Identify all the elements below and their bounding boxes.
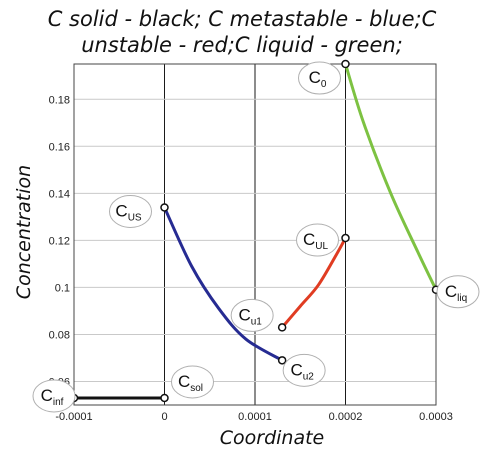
annotation-label: Cliq <box>445 282 467 304</box>
annotation-label: CUL <box>303 230 329 252</box>
annotation-subscript: US <box>128 212 142 223</box>
point-marker-cul <box>341 233 350 243</box>
annotation-base: C <box>178 372 190 391</box>
annotation-c0: C0 <box>298 61 341 95</box>
annotation-subscript: sol <box>190 383 203 394</box>
series-line-2 <box>280 236 347 329</box>
data-series <box>72 62 438 400</box>
annotation-base: C <box>303 230 315 249</box>
annotation-base: C <box>41 386 53 405</box>
x-tick-label: 0.0001 <box>238 411 272 423</box>
annotation-subscript: UL <box>315 241 328 252</box>
annotation-cinf: Cinf <box>32 379 76 413</box>
plot-area-frame <box>73 63 437 406</box>
y-axis-label: Concentration <box>13 165 35 299</box>
series-line-3 <box>344 62 438 292</box>
annotation-bubble <box>230 298 274 332</box>
annotation-bubble <box>171 365 214 399</box>
annotation-base: C <box>445 282 457 301</box>
annotation-bubble <box>298 61 341 95</box>
annotation-cul: CUL <box>296 223 339 257</box>
annotation-label: Cu2 <box>290 360 314 382</box>
point-marker-c0 <box>341 59 350 69</box>
annotation-subscript: liq <box>457 293 467 304</box>
grid <box>73 64 437 405</box>
annotation-subscript: 0 <box>321 79 327 90</box>
y-tick-label: 0.08 <box>49 329 70 341</box>
y-tick-label: 0.18 <box>49 94 70 106</box>
annotation-label: Cinf <box>41 386 64 408</box>
chart-title-line-2: unstable - red;C liquid - green; <box>81 33 403 57</box>
annotation-subscript: inf <box>53 397 64 408</box>
x-tick-label: 0 <box>161 411 167 423</box>
tick-labels: -0.000100.00010.00020.00030.060.080.10.1… <box>49 94 453 423</box>
annotation-bubble <box>109 194 152 228</box>
annotation-subscript: u1 <box>251 316 263 327</box>
point-marker-csol <box>160 393 169 403</box>
y-tick-label: 0.12 <box>49 235 70 247</box>
x-tick-label: 0.0003 <box>419 411 453 423</box>
y-tick-label: 0.16 <box>49 141 70 153</box>
chart-title: C solid - black; C metastable - blue;C u… <box>48 7 437 57</box>
annotation-cus: CUS <box>109 194 152 228</box>
annotation-cliq: Cliq <box>436 275 480 309</box>
x-axis-label: Coordinate <box>220 427 325 449</box>
series-line-1 <box>163 205 284 362</box>
annotation-bubble <box>282 353 326 387</box>
annotation-base: C <box>290 360 302 379</box>
annotation-label: Cu1 <box>238 305 262 327</box>
point-marker-cu1 <box>277 323 287 332</box>
annotation-bubble <box>436 275 480 309</box>
annotation-label: CUS <box>115 201 142 223</box>
x-tick-label: 0.0002 <box>329 411 363 423</box>
y-tick-label: 0.1 <box>55 282 70 294</box>
annotation-base: C <box>238 305 250 324</box>
annotation-label: Csol <box>178 372 203 394</box>
annotation-cu2: Cu2 <box>282 353 326 387</box>
annotation-base: C <box>115 201 127 220</box>
annotation-csol: Csol <box>171 365 214 399</box>
x-tick-label: -0.0001 <box>55 411 92 423</box>
y-tick-label: 0.14 <box>49 188 70 200</box>
annotation-base: C <box>309 68 321 87</box>
annotation-label: C0 <box>309 68 327 90</box>
annotation-bubble <box>32 379 76 413</box>
point-marker-cus <box>160 203 169 212</box>
annotation-bubble <box>296 223 339 257</box>
annotation-cu1: Cu1 <box>230 298 274 332</box>
chart-title-line-1: C solid - black; C metastable - blue;C <box>48 7 437 31</box>
point-marker-cu2 <box>277 356 287 365</box>
annotation-subscript: u2 <box>303 371 315 382</box>
